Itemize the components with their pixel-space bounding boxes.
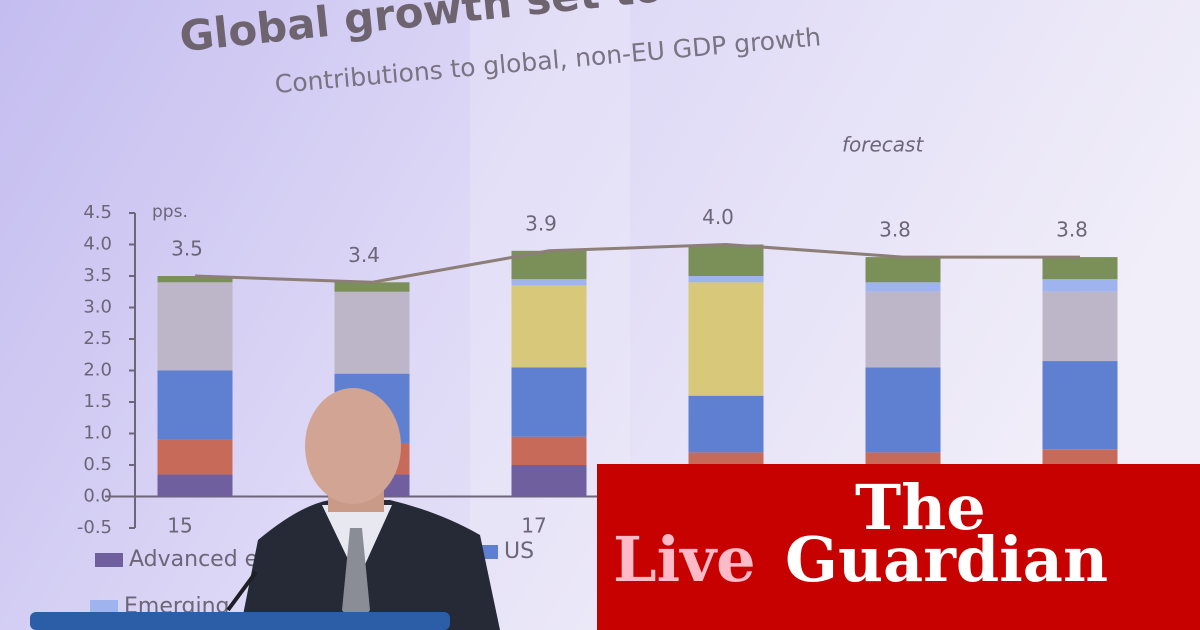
forecast-label: forecast [842,133,924,157]
bar-segment [511,436,587,465]
microphone [226,570,258,612]
y-tick-label: 3.0 [83,297,112,318]
badge: Live The Guardian [597,464,1200,630]
legend-label: US [504,539,534,564]
tie [342,528,370,630]
bar-segment [1042,361,1118,450]
bar-segment [688,276,764,283]
bar-segment [865,282,941,292]
bar-segment [865,367,941,453]
bar-segment [157,276,233,283]
bar-segment [511,285,587,368]
brand-line: The [855,471,986,544]
y-tick-label: 1.0 [83,423,112,444]
value-label: 3.8 [1056,218,1088,242]
y-tick-label: 0.5 [83,454,112,475]
bar-segment [865,257,941,283]
bar-segment [688,282,764,396]
y-tick-label: 4.0 [83,234,112,255]
bar-segment [1042,291,1118,362]
bar-segment [334,291,410,374]
speaker [30,388,500,630]
bar-segment [511,367,587,437]
y-tick-label: 1.5 [83,391,112,412]
podium [30,612,450,630]
bar-segment [1042,257,1118,280]
head [305,388,401,504]
bar-segment [865,291,941,368]
bar-segment [511,465,587,497]
live-label: Live [613,523,756,596]
y-tick-label: 0.0 [83,486,112,507]
total-line [194,242,1080,284]
bar-segment [157,474,233,497]
legend-swatch [95,553,123,567]
y-tick-label: -0.5 [77,517,112,538]
bar-segment [157,439,233,475]
value-label: 3.8 [879,218,911,242]
bar-segment [511,279,587,286]
brand-line: Guardian [785,523,1108,596]
y-tick-label: 4.5 [83,202,112,223]
bar-segment [157,282,233,371]
value-label: 4.0 [702,205,734,229]
y-unit: pps. [152,202,188,222]
bar-segment [334,282,410,292]
value-label: 3.9 [525,211,557,235]
y-tick-label: 3.5 [83,265,112,286]
bar-segment [157,370,233,440]
y-tick-label: 2.5 [83,328,112,349]
y-tick-label: 2.0 [83,360,112,381]
legend-swatch [90,600,118,614]
value-label: 3.4 [348,243,380,267]
value-label: 3.5 [171,237,203,261]
x-tick-label: 15 [167,514,192,538]
x-tick-label: 17 [521,514,546,538]
badge-background [597,464,1200,630]
bar-segment [688,244,764,276]
bar-segment [1042,279,1118,292]
bar-segment [688,395,764,453]
suit [240,500,500,630]
legend-label: Advanced e [129,547,258,572]
